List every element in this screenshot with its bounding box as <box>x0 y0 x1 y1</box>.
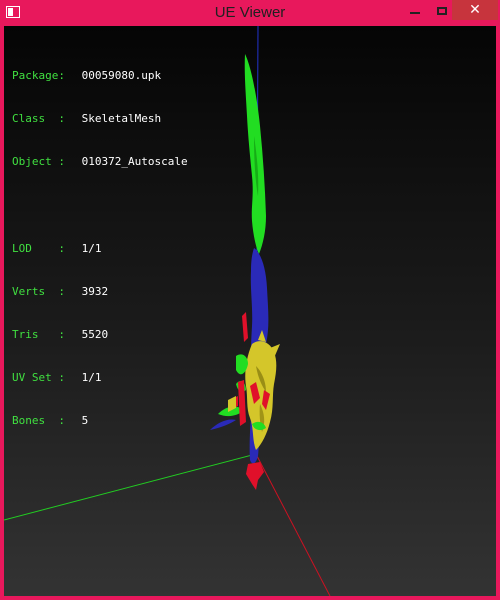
close-button[interactable]: ✕ <box>452 0 498 20</box>
info-row-tris: Tris : 5520 <box>12 328 188 342</box>
minimize-icon <box>410 12 420 14</box>
info-label: Package: <box>12 68 65 82</box>
info-label: Object : <box>12 155 65 169</box>
mesh-tendril-blue <box>210 419 236 430</box>
info-label: UV Set : <box>12 371 65 385</box>
info-row-class: Class : SkeletalMesh <box>12 112 188 126</box>
mesh-scene <box>4 26 331 596</box>
mesh-head-spike-2 <box>258 330 266 342</box>
mesh-leaf-green-2 <box>218 406 244 417</box>
app-icon[interactable] <box>6 6 20 18</box>
mesh-red-pommel <box>246 462 264 490</box>
y-axis-line <box>4 453 257 521</box>
title-bar[interactable]: UE Viewer ✕ <box>0 0 500 26</box>
mesh-red-spike-top <box>242 312 248 342</box>
info-value: 5520 <box>81 328 109 342</box>
info-row-lod: LOD : 1/1 <box>12 242 188 256</box>
mesh-info-panel: Package: 00059080.upk Class : SkeletalMe… <box>12 40 188 458</box>
x-axis-line <box>255 453 331 596</box>
maximize-button[interactable] <box>425 0 459 22</box>
info-value: 1/1 <box>81 371 102 385</box>
info-label: Tris : <box>12 328 65 342</box>
info-spacer <box>12 198 188 212</box>
mesh-head-yellow <box>245 341 277 450</box>
info-label: LOD : <box>12 241 65 255</box>
info-value: SkeletalMesh <box>81 112 162 126</box>
info-label: Verts : <box>12 284 65 298</box>
window-title: UE Viewer <box>214 4 286 21</box>
info-row-object: Object : 010372_Autoscale <box>12 155 188 169</box>
mesh-yellow-small <box>228 396 236 412</box>
mesh-red-right <box>262 390 270 410</box>
minimize-button[interactable] <box>398 0 432 22</box>
mesh-red-left <box>238 380 246 426</box>
mesh-leaf-green-1 <box>236 354 248 375</box>
info-row-bones: Bones : 5 <box>12 414 188 428</box>
info-row-verts: Verts : 3932 <box>12 285 188 299</box>
close-icon: ✕ <box>469 2 481 18</box>
info-value: 5 <box>81 414 89 428</box>
mesh-head-spike-1 <box>270 344 280 358</box>
info-row-uvset: UV Set : 1/1 <box>12 371 188 385</box>
mesh-head-shade <box>256 366 266 392</box>
mesh-red-mid <box>250 382 260 404</box>
info-value: 1/1 <box>81 241 102 255</box>
mesh-blade-green-detail <box>254 136 259 196</box>
info-row-package: Package: 00059080.upk <box>12 69 188 83</box>
info-value: 010372_Autoscale <box>81 155 188 169</box>
mesh-leaf-green-3 <box>252 421 266 431</box>
info-value: 3932 <box>81 284 109 298</box>
3d-viewport[interactable]: Package: 00059080.upk Class : SkeletalMe… <box>4 26 496 596</box>
info-label: Class : <box>12 112 65 126</box>
info-label: Bones : <box>12 414 65 428</box>
maximize-icon <box>437 7 447 15</box>
info-value: 00059080.upk <box>81 68 162 82</box>
